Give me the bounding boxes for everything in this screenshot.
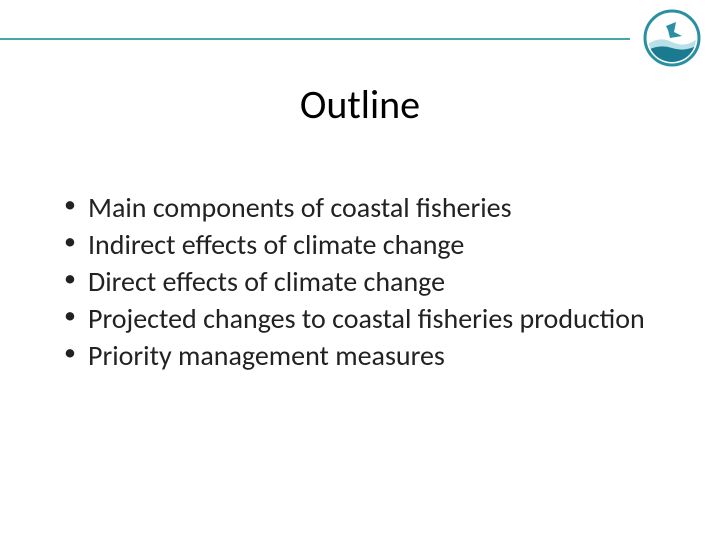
list-item: Priority management measures: [60, 338, 660, 373]
list-item: Main components of coastal fisheries: [60, 190, 660, 225]
list-item: Projected changes to coastal fisheries p…: [60, 301, 660, 336]
organization-logo: [642, 8, 702, 68]
slide-title: Outline: [0, 80, 720, 129]
bullet-list: Main components of coastal fisheries Ind…: [60, 190, 660, 373]
slide-content: Main components of coastal fisheries Ind…: [60, 190, 660, 375]
list-item: Indirect effects of climate change: [60, 227, 660, 262]
header-divider: [0, 38, 630, 40]
list-item: Direct effects of climate change: [60, 264, 660, 299]
